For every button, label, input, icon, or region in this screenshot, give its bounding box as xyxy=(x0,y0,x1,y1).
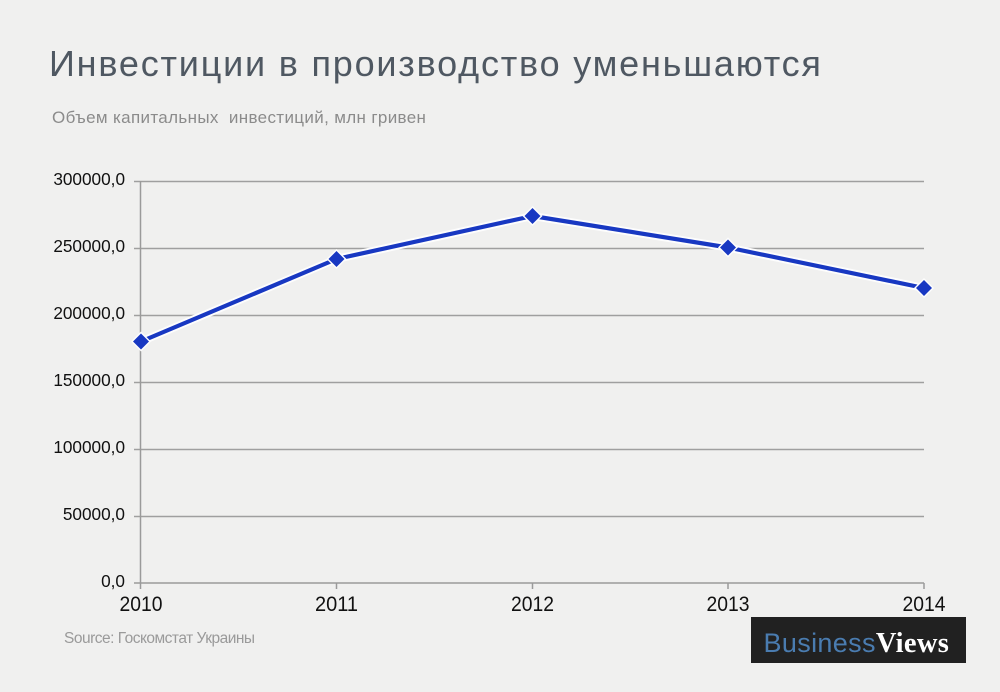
svg-text:2013: 2013 xyxy=(707,593,750,616)
svg-text:100000,0: 100000,0 xyxy=(53,437,125,457)
svg-text:300000,0: 300000,0 xyxy=(53,169,125,189)
svg-text:200000,0: 200000,0 xyxy=(53,303,125,323)
svg-text:250000,0: 250000,0 xyxy=(53,236,125,256)
svg-text:2010: 2010 xyxy=(120,593,163,616)
svg-text:0,0: 0,0 xyxy=(101,571,125,591)
svg-text:2012: 2012 xyxy=(511,593,554,616)
svg-text:2011: 2011 xyxy=(315,593,358,616)
svg-text:2014: 2014 xyxy=(903,593,946,616)
svg-text:150000,0: 150000,0 xyxy=(53,370,125,390)
svg-text:50000,0: 50000,0 xyxy=(63,504,125,524)
